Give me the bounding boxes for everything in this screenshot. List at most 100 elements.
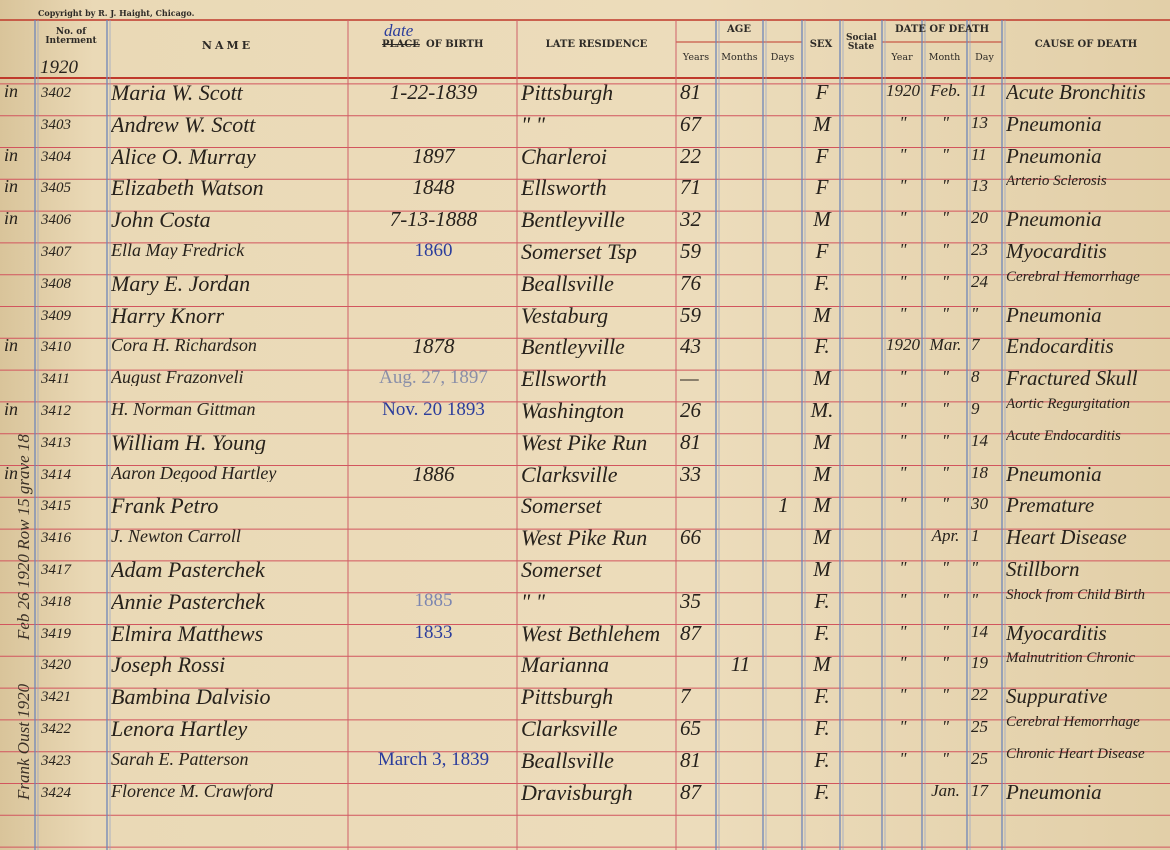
entry-name: August Frazonveli	[111, 368, 244, 387]
entry-residence: West Bethlehem	[521, 622, 661, 645]
entry-mark: in	[4, 209, 19, 228]
entry-dyear: 1920	[886, 82, 920, 99]
entry-dmonth: "	[941, 686, 950, 704]
entry-residence: Somerset	[521, 559, 602, 581]
entry-dmonth: "	[941, 209, 950, 227]
entry-years: 59	[680, 241, 701, 262]
entry-dyear: "	[899, 241, 907, 258]
entry-dday: 7	[971, 336, 980, 354]
entry-residence: Pittsburgh	[521, 82, 614, 104]
entry-dmonth: Feb.	[930, 82, 961, 99]
entry-sex: F.	[814, 622, 830, 644]
entry-residence: Ellsworth	[521, 368, 607, 391]
entry-years: 76	[680, 272, 701, 294]
entry-birth: 1-22-1839	[389, 82, 478, 103]
entry-name: Annie Pasterchek	[111, 590, 265, 613]
entry-name: Lenora Hartley	[111, 718, 248, 740]
entry-cause: Acute Endocarditis	[1006, 429, 1121, 443]
entry-dmonth: "	[941, 559, 950, 576]
entry-years: 81	[680, 749, 701, 771]
entry-dday: 14	[971, 622, 988, 640]
entry-sex: F	[815, 241, 829, 262]
entry-sex: F.	[814, 781, 830, 803]
entry-name: Harry Knorr	[111, 304, 225, 327]
entry-name: Bambina Dalvisio	[111, 686, 271, 709]
column-header: CAUSE OF DEATH	[1034, 39, 1138, 50]
entry-residence: Marianna	[521, 654, 609, 677]
entry-dmonth: "	[941, 431, 950, 449]
entry-dmonth: "	[941, 622, 950, 640]
entry-sex: F.	[814, 718, 830, 739]
entry-dday: "	[971, 590, 979, 608]
entry-dyear: "	[899, 718, 907, 735]
entry-residence: Beallsville	[521, 749, 614, 772]
entry-mark: in	[4, 463, 19, 482]
entry-dday: 13	[971, 177, 988, 195]
register-year: 1920	[40, 57, 78, 78]
entry-sex: F.	[814, 336, 830, 358]
entry-name: Andrew W. Scott	[111, 113, 256, 136]
entry-years: 7	[680, 686, 691, 708]
column-header: Months	[721, 52, 758, 63]
entry-cause: Arterio Sclerosis	[1006, 175, 1107, 189]
entry-dday: 8	[971, 368, 980, 386]
entry-no: 3405	[41, 181, 71, 197]
entry-residence: Bentleyville	[521, 336, 625, 359]
entry-dday: "	[971, 559, 979, 576]
entry-dday: 17	[971, 781, 988, 799]
entry-no: 3419	[41, 626, 71, 642]
entry-dyear: "	[899, 590, 907, 608]
entry-sex: M	[813, 209, 831, 231]
entry-dyear: "	[899, 209, 907, 227]
entry-name: Cora H. Richardson	[111, 336, 257, 355]
entry-cause: Suppurative	[1006, 686, 1108, 708]
entry-sex: M	[813, 527, 831, 549]
entry-dmonth: "	[941, 241, 950, 258]
entry-name: Mary E. Jordan	[111, 272, 251, 295]
column-header: LATE RESIDENCE	[545, 39, 648, 50]
entry-sex: M	[813, 495, 831, 517]
entry-name: Florence M. Crawford	[111, 781, 274, 800]
entry-years: 43	[680, 336, 701, 358]
entry-residence: Bentleyville	[521, 209, 625, 232]
margin-note: Frank Oust 1920	[14, 683, 33, 800]
entry-no: 3412	[41, 404, 71, 419]
entry-no: 3418	[41, 594, 71, 610]
entry-dday: 9	[971, 400, 980, 417]
entry-no: 3416	[41, 531, 71, 547]
entry-dmonth: "	[941, 272, 950, 290]
entry-dday: 1	[971, 527, 980, 545]
entry-dyear: 1920	[886, 336, 920, 354]
entry-no: 3414	[41, 467, 71, 483]
entry-years: 33	[680, 463, 701, 485]
entry-no: 3422	[41, 722, 71, 737]
entry-no: 3409	[41, 308, 71, 324]
entry-dyear: "	[899, 622, 907, 640]
entry-mark: in	[4, 336, 19, 355]
entry-no: 3413	[41, 435, 71, 451]
entry-name: Aaron Degood Hartley	[111, 463, 277, 482]
entry-dmonth: "	[941, 654, 950, 672]
entry-years: 67	[680, 113, 701, 135]
entry-dyear: "	[899, 463, 907, 481]
entry-birth: March 3, 1839	[377, 749, 490, 769]
entry-dyear: "	[899, 749, 907, 767]
entry-residence: Washington	[521, 400, 625, 422]
column-header: Social State	[846, 33, 877, 52]
copyright: Copyright by R. J. Haight, Chicago.	[38, 8, 195, 18]
entry-dyear: "	[899, 559, 907, 576]
entry-years: 71	[680, 177, 701, 199]
entry-dmonth: "	[941, 177, 950, 195]
entry-residence: Clarksville	[521, 463, 618, 486]
entry-cause: Pneumonia	[1006, 781, 1102, 803]
entry-sex: M	[813, 113, 831, 135]
entry-years: 81	[680, 82, 701, 103]
entry-no: 3424	[41, 785, 71, 801]
entry-dday: 13	[971, 113, 988, 131]
entry-name: Adam Pasterchek	[111, 559, 265, 581]
entry-sex: F	[815, 82, 829, 103]
entry-dday: 23	[971, 241, 988, 258]
entry-sex: F.	[814, 272, 830, 294]
entry-dmonth: "	[941, 495, 950, 513]
entry-residence: Pittsburgh	[521, 686, 614, 709]
